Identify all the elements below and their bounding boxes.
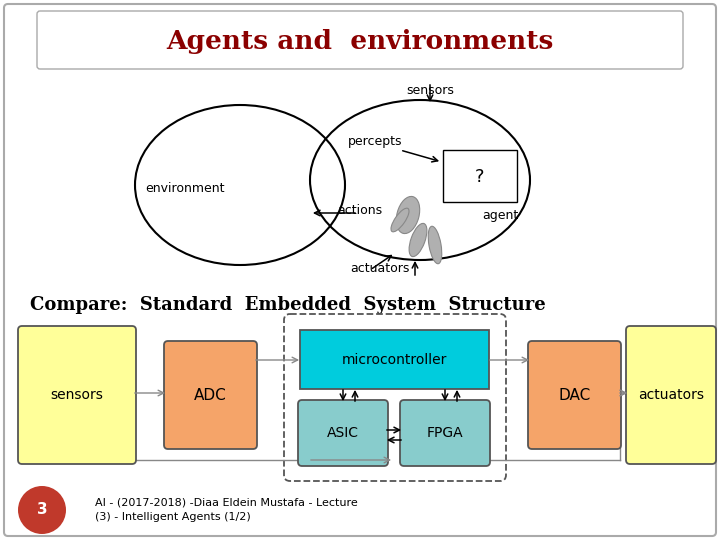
FancyBboxPatch shape — [164, 341, 257, 449]
Ellipse shape — [391, 208, 409, 232]
Text: actuators: actuators — [638, 388, 704, 402]
Ellipse shape — [396, 197, 420, 234]
Text: Agents and  environments: Agents and environments — [166, 30, 554, 55]
FancyBboxPatch shape — [626, 326, 716, 464]
Text: sensors: sensors — [406, 84, 454, 97]
Text: Compare:  Standard  Embedded  System  Structure: Compare: Standard Embedded System Struct… — [30, 296, 546, 314]
Ellipse shape — [409, 224, 427, 256]
FancyBboxPatch shape — [443, 150, 517, 202]
Text: environment: environment — [145, 181, 225, 194]
Text: ASIC: ASIC — [327, 426, 359, 440]
Text: DAC: DAC — [559, 388, 590, 402]
Text: actuators: actuators — [351, 261, 410, 274]
Circle shape — [18, 486, 66, 534]
Text: sensors: sensors — [50, 388, 104, 402]
FancyBboxPatch shape — [300, 330, 489, 389]
FancyBboxPatch shape — [4, 4, 716, 536]
FancyBboxPatch shape — [18, 326, 136, 464]
Text: 3: 3 — [37, 503, 48, 517]
Text: percepts: percepts — [348, 136, 402, 148]
Text: actions: actions — [338, 204, 382, 217]
Text: FPGA: FPGA — [427, 426, 463, 440]
Text: ADC: ADC — [194, 388, 227, 402]
FancyBboxPatch shape — [298, 400, 388, 466]
FancyBboxPatch shape — [400, 400, 490, 466]
Text: ?: ? — [475, 168, 485, 186]
FancyBboxPatch shape — [528, 341, 621, 449]
Ellipse shape — [428, 226, 442, 264]
FancyBboxPatch shape — [37, 11, 683, 69]
Text: microcontroller: microcontroller — [341, 353, 446, 367]
Text: agent: agent — [482, 208, 518, 221]
Text: AI - (2017-2018) -Diaa Eldein Mustafa - Lecture
(3) - Intelligent Agents (1/2): AI - (2017-2018) -Diaa Eldein Mustafa - … — [95, 497, 358, 522]
